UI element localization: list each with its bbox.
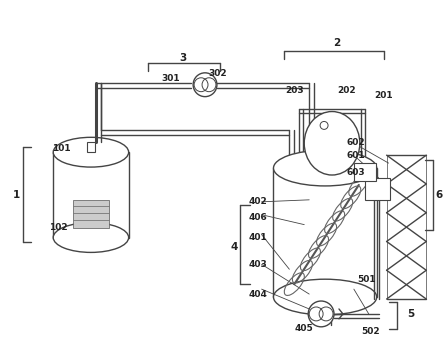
- Circle shape: [308, 301, 334, 327]
- Text: 5: 5: [407, 309, 414, 319]
- Text: 301: 301: [161, 74, 180, 83]
- Bar: [87, 142, 95, 152]
- Text: 603: 603: [346, 168, 365, 176]
- Text: 201: 201: [374, 91, 393, 100]
- Ellipse shape: [53, 223, 129, 252]
- Ellipse shape: [274, 279, 377, 315]
- Text: 406: 406: [248, 213, 267, 222]
- Bar: [73, 200, 109, 228]
- Bar: [354, 163, 376, 181]
- Text: 501: 501: [357, 275, 376, 284]
- Ellipse shape: [274, 150, 377, 186]
- Text: 1: 1: [13, 190, 20, 200]
- Bar: [365, 178, 389, 200]
- Text: 203: 203: [285, 86, 304, 95]
- Text: 502: 502: [361, 327, 380, 336]
- Text: 601: 601: [346, 151, 365, 160]
- Bar: [53, 152, 129, 237]
- Text: 401: 401: [248, 233, 267, 242]
- Text: 402: 402: [248, 197, 267, 206]
- Text: 3: 3: [179, 53, 187, 63]
- Text: 2: 2: [333, 38, 341, 48]
- Bar: [274, 168, 377, 297]
- Ellipse shape: [53, 137, 129, 167]
- Ellipse shape: [304, 111, 360, 175]
- Text: 202: 202: [337, 86, 356, 95]
- Text: 405: 405: [295, 324, 313, 333]
- Text: 302: 302: [209, 69, 227, 78]
- Circle shape: [193, 73, 217, 97]
- Text: 404: 404: [248, 290, 267, 299]
- Text: 102: 102: [49, 223, 67, 232]
- Text: 4: 4: [230, 242, 238, 252]
- Text: 403: 403: [248, 260, 267, 269]
- Text: 602: 602: [346, 138, 365, 147]
- Text: 6: 6: [436, 190, 443, 200]
- Text: 101: 101: [52, 144, 71, 153]
